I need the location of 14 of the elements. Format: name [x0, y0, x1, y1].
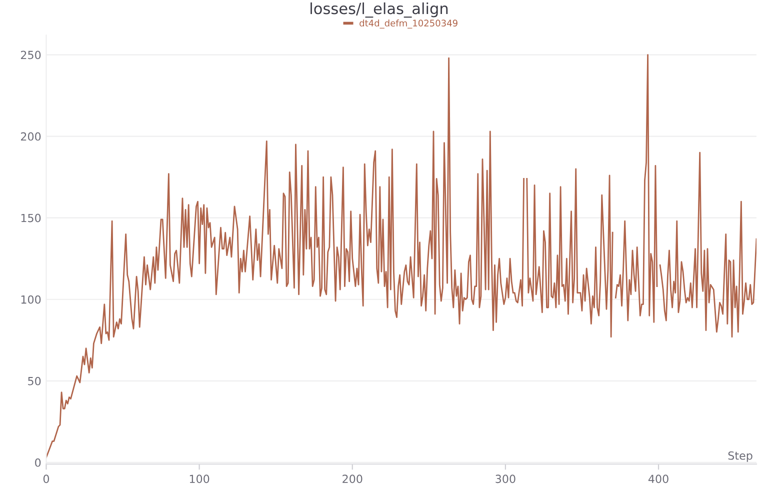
y-tick-label: 50	[28, 376, 41, 386]
chart-title: losses/l_elas_align	[310, 2, 448, 18]
x-tick-label: 200	[342, 474, 362, 484]
y-tick-label: 200	[20, 132, 41, 141]
x-tick-label: 0	[43, 474, 50, 484]
legend-label: dt4d_defm_10250349	[360, 20, 458, 29]
x-tick-label: 300	[496, 474, 516, 484]
x-tick-label: 400	[648, 474, 668, 484]
y-tick-label: 250	[20, 50, 41, 60]
y-tick-label: 150	[21, 214, 41, 222]
y-tick-label: 0	[35, 458, 41, 467]
y-tick-label: 100	[21, 295, 41, 304]
x-tick-label: 100	[190, 474, 210, 484]
x-axis-title: Step	[728, 451, 752, 462]
